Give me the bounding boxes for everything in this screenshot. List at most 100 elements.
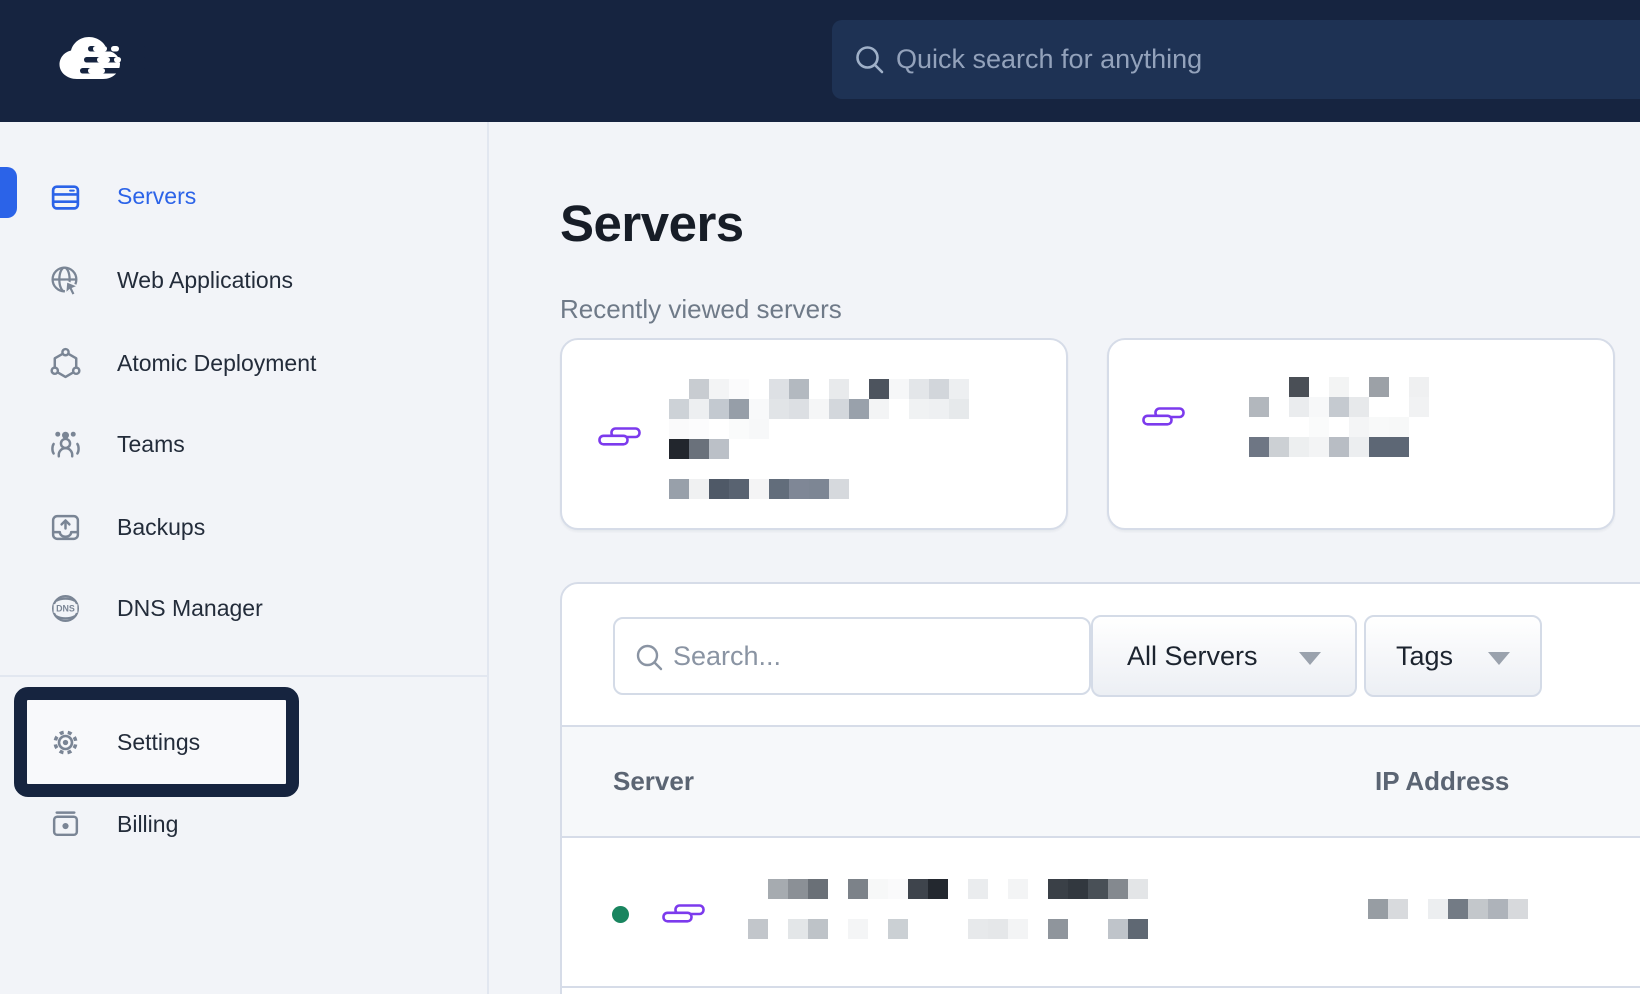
- redacted-pixel-block: [808, 919, 828, 939]
- redacted-pixel-block: [1048, 919, 1068, 939]
- sidebar-item-servers[interactable]: Servers: [0, 170, 487, 222]
- redacted-pixel-block: [669, 479, 689, 499]
- redacted-pixel-block: [729, 379, 749, 399]
- teams-icon: [49, 428, 82, 461]
- quick-search-bar[interactable]: [832, 20, 1640, 99]
- redacted-pixel-block: [1128, 879, 1148, 899]
- redacted-pixel-block: [729, 479, 749, 499]
- cloud-logo-icon: [59, 37, 146, 79]
- redacted-pixel-block: [1369, 377, 1389, 397]
- main-content: Servers Recently viewed servers All Serv…: [489, 122, 1640, 994]
- server-stack-icon: [598, 427, 641, 446]
- redacted-pixel-block: [1309, 417, 1329, 437]
- redacted-pixel-block: [1349, 437, 1369, 457]
- redacted-pixel-block: [709, 399, 729, 419]
- sidebar-item-settings[interactable]: Settings: [27, 700, 286, 784]
- sidebar-item-atomic-deployment[interactable]: Atomic Deployment: [0, 337, 487, 389]
- gear-icon: [49, 726, 82, 759]
- tags-filter-dropdown[interactable]: Tags: [1364, 615, 1542, 697]
- redacted-pixel-block: [988, 919, 1008, 939]
- settings-highlight-annotation: Settings: [14, 687, 299, 797]
- redacted-pixel-block: [929, 379, 949, 399]
- redacted-pixel-block: [829, 379, 849, 399]
- redacted-pixel-block: [949, 379, 969, 399]
- atomic-deployment-icon: [49, 347, 82, 380]
- server-stack-icon: [662, 904, 705, 923]
- redacted-pixel-block: [809, 399, 829, 419]
- sidebar-item-label: Web Applications: [117, 266, 294, 293]
- servers-icon: [49, 180, 82, 213]
- redacted-pixel-block: [1468, 899, 1488, 919]
- redacted-pixel-block: [1249, 437, 1269, 457]
- redacted-pixel-block: [929, 399, 949, 419]
- redacted-pixel-block: [749, 399, 769, 419]
- server-search-field[interactable]: [613, 617, 1091, 695]
- redacted-pixel-block: [768, 879, 788, 899]
- redacted-pixel-block: [829, 399, 849, 419]
- redacted-pixel-block: [1368, 899, 1388, 919]
- redacted-pixel-block: [1329, 377, 1349, 397]
- redacted-pixel-block: [1428, 899, 1448, 919]
- tags-filter-label: Tags: [1396, 640, 1454, 671]
- redacted-pixel-block: [1309, 397, 1329, 417]
- column-header-ip-address: IP Address: [1375, 766, 1510, 796]
- server-search-input[interactable]: [673, 619, 1077, 693]
- sidebar: Servers Web Applications Atomic Deployme…: [0, 122, 489, 994]
- redacted-pixel-block: [1108, 919, 1128, 939]
- sidebar-item-backups[interactable]: Backups: [0, 501, 487, 553]
- sidebar-item-web-applications[interactable]: Web Applications: [0, 254, 487, 306]
- page-title: Servers: [560, 195, 744, 252]
- redacted-pixel-block: [669, 419, 689, 439]
- servers-list-panel: All Servers Tags Server IP Address: [560, 582, 1640, 994]
- redacted-pixel-block: [928, 879, 948, 899]
- redacted-pixel-block: [1008, 919, 1028, 939]
- redacted-pixel-block: [669, 439, 689, 459]
- sidebar-item-label: Teams: [117, 430, 185, 457]
- redacted-pixel-block: [1088, 879, 1108, 899]
- sidebar-item-dns-manager[interactable]: DNS DNS Manager: [0, 582, 487, 634]
- server-stack-icon: [1142, 407, 1185, 426]
- active-item-indicator: [0, 167, 17, 218]
- redacted-pixel-block: [949, 399, 969, 419]
- redacted-pixel-block: [1488, 899, 1508, 919]
- redacted-pixel-block: [1008, 879, 1028, 899]
- magnifier-icon: [856, 46, 884, 74]
- redacted-pixel-block: [689, 479, 709, 499]
- redacted-pixel-block: [1409, 377, 1429, 397]
- redacted-pixel-block: [709, 379, 729, 399]
- sidebar-item-billing[interactable]: Billing: [0, 798, 487, 850]
- redacted-pixel-block: [1289, 397, 1309, 417]
- redacted-pixel-block: [1389, 417, 1409, 437]
- redacted-pixel-block: [789, 399, 809, 419]
- redacted-pixel-block: [869, 399, 889, 419]
- column-header-server: Server: [613, 766, 694, 796]
- redacted-pixel-block: [968, 919, 988, 939]
- redacted-pixel-block: [1388, 899, 1408, 919]
- redacted-pixel-block: [689, 399, 709, 419]
- redacted-pixel-block: [669, 399, 689, 419]
- redacted-pixel-block: [869, 379, 889, 399]
- panel-divider: [562, 725, 1640, 727]
- server-filter-dropdown[interactable]: All Servers: [1091, 615, 1357, 697]
- redacted-pixel-block: [1289, 377, 1309, 397]
- ip-address-redacted: [562, 838, 1640, 986]
- sidebar-item-teams[interactable]: Teams: [0, 418, 487, 470]
- redacted-pixel-block: [1269, 437, 1289, 457]
- redacted-pixel-block: [1389, 437, 1409, 457]
- server-card[interactable]: [1107, 338, 1615, 530]
- table-row[interactable]: [562, 838, 1640, 988]
- redacted-pixel-block: [769, 399, 789, 419]
- redacted-pixel-block: [1108, 879, 1128, 899]
- redacted-pixel-block: [769, 479, 789, 499]
- sidebar-item-label: Billing: [117, 810, 179, 837]
- sidebar-item-label: Backups: [117, 513, 206, 540]
- redacted-pixel-block: [1409, 397, 1429, 417]
- server-card[interactable]: [560, 338, 1068, 530]
- redacted-pixel-block: [968, 879, 988, 899]
- magnifier-icon: [636, 644, 663, 671]
- redacted-pixel-block: [709, 439, 729, 459]
- quick-search-input[interactable]: [896, 20, 1634, 99]
- redacted-pixel-block: [689, 439, 709, 459]
- redacted-pixel-block: [788, 919, 808, 939]
- web-applications-icon: [49, 264, 82, 297]
